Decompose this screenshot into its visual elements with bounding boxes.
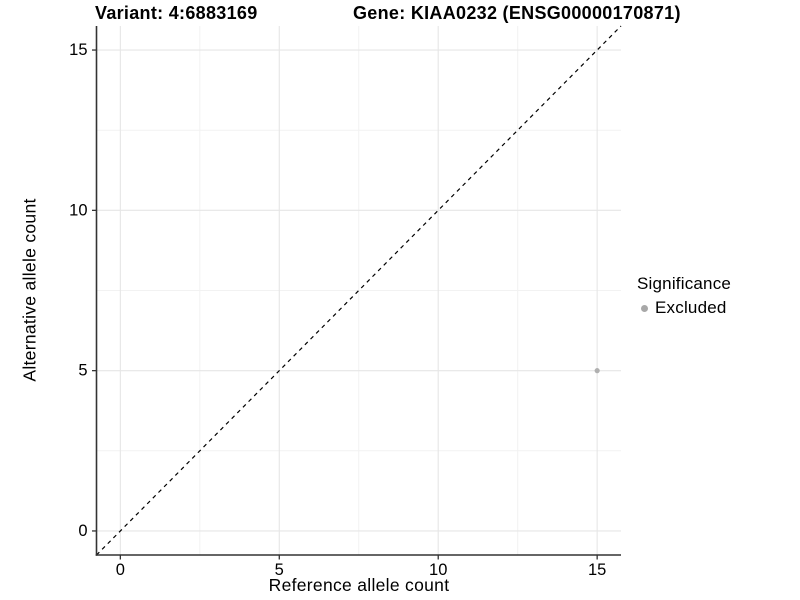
legend-item-label: Excluded — [655, 298, 727, 317]
x-tick-label: 0 — [116, 561, 125, 579]
plot-title-gene: Gene: KIAA0232 (ENSG00000170871) — [353, 3, 681, 23]
y-tick-label: 10 — [69, 201, 87, 219]
x-axis-title: Reference allele count — [268, 575, 450, 595]
x-tick-label: 5 — [275, 561, 284, 579]
legend-point-icon — [641, 304, 648, 312]
x-tick-label: 15 — [588, 561, 606, 579]
data-point — [594, 368, 600, 374]
y-axis-title: Alternative allele count — [19, 198, 40, 382]
x-tick-label: 10 — [429, 561, 447, 579]
y-tick-label: 5 — [78, 362, 87, 380]
legend: Significance Excluded — [637, 274, 731, 318]
y-tick-label: 15 — [69, 41, 87, 59]
legend-title: Significance — [637, 274, 732, 293]
plot-title-variant: Variant: 4:6883169 — [95, 3, 258, 23]
y-tick-label: 0 — [78, 522, 87, 540]
legend-item-excluded: Excluded — [637, 298, 731, 318]
